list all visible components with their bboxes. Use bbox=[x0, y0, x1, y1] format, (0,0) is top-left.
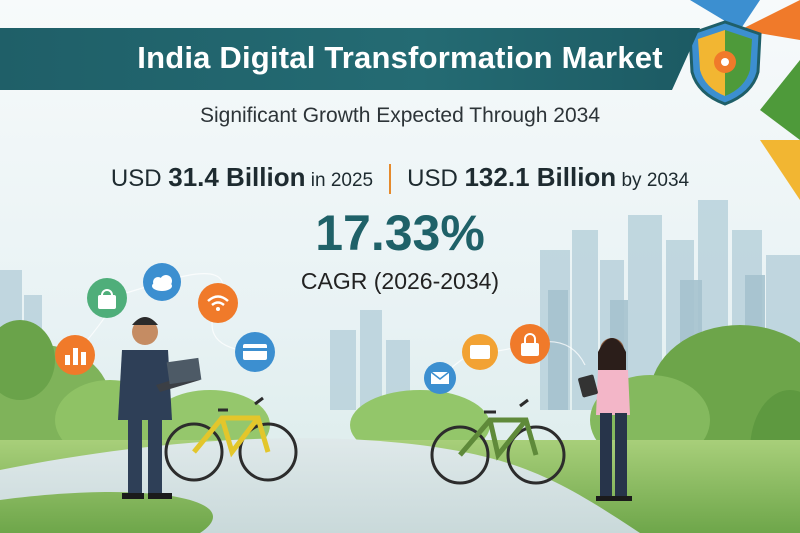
stat-2025-prefix: USD bbox=[110, 165, 169, 192]
page-subtitle: Significant Growth Expected Through 2034 bbox=[199, 104, 601, 127]
title-banner bbox=[0, 28, 700, 90]
payment-card-icon bbox=[235, 332, 275, 372]
woman-with-tablet bbox=[578, 338, 632, 501]
stat-2034: USD 132.1 Billion by 2034 bbox=[407, 162, 689, 193]
shopping-bag-icon bbox=[87, 278, 127, 318]
page-title: India Digital Transformation Market bbox=[137, 40, 663, 75]
businessman-with-laptop bbox=[118, 317, 202, 499]
stat-2034-prefix: USD bbox=[407, 165, 465, 192]
cagr-value: 17.33% bbox=[315, 205, 485, 261]
stat-2025-suffix: in 2025 bbox=[305, 170, 374, 191]
bar-chart-icon bbox=[55, 335, 95, 375]
stat-2034-value: 132.1 Billion bbox=[464, 162, 617, 192]
wifi-icon bbox=[198, 283, 238, 323]
cloud-icon bbox=[143, 263, 181, 301]
market-size-stats: USD 31.4 Billion in 2025 USD 132.1 Billi… bbox=[0, 162, 800, 196]
stat-2025-value: 31.4 Billion bbox=[168, 162, 306, 192]
stat-divider bbox=[389, 164, 392, 194]
yellow-e-bike bbox=[164, 396, 298, 482]
stat-2034-suffix: by 2034 bbox=[616, 170, 690, 191]
shield-gear-icon bbox=[688, 20, 762, 106]
lock-icon bbox=[510, 324, 550, 364]
stat-2025: USD 31.4 Billion in 2025 bbox=[111, 162, 373, 193]
cagr-label: CAGR (2026-2034) bbox=[300, 268, 500, 294]
message-icon bbox=[462, 334, 498, 370]
green-e-bike bbox=[430, 398, 566, 485]
corner-decoration bbox=[690, 0, 800, 200]
email-icon bbox=[424, 362, 456, 394]
